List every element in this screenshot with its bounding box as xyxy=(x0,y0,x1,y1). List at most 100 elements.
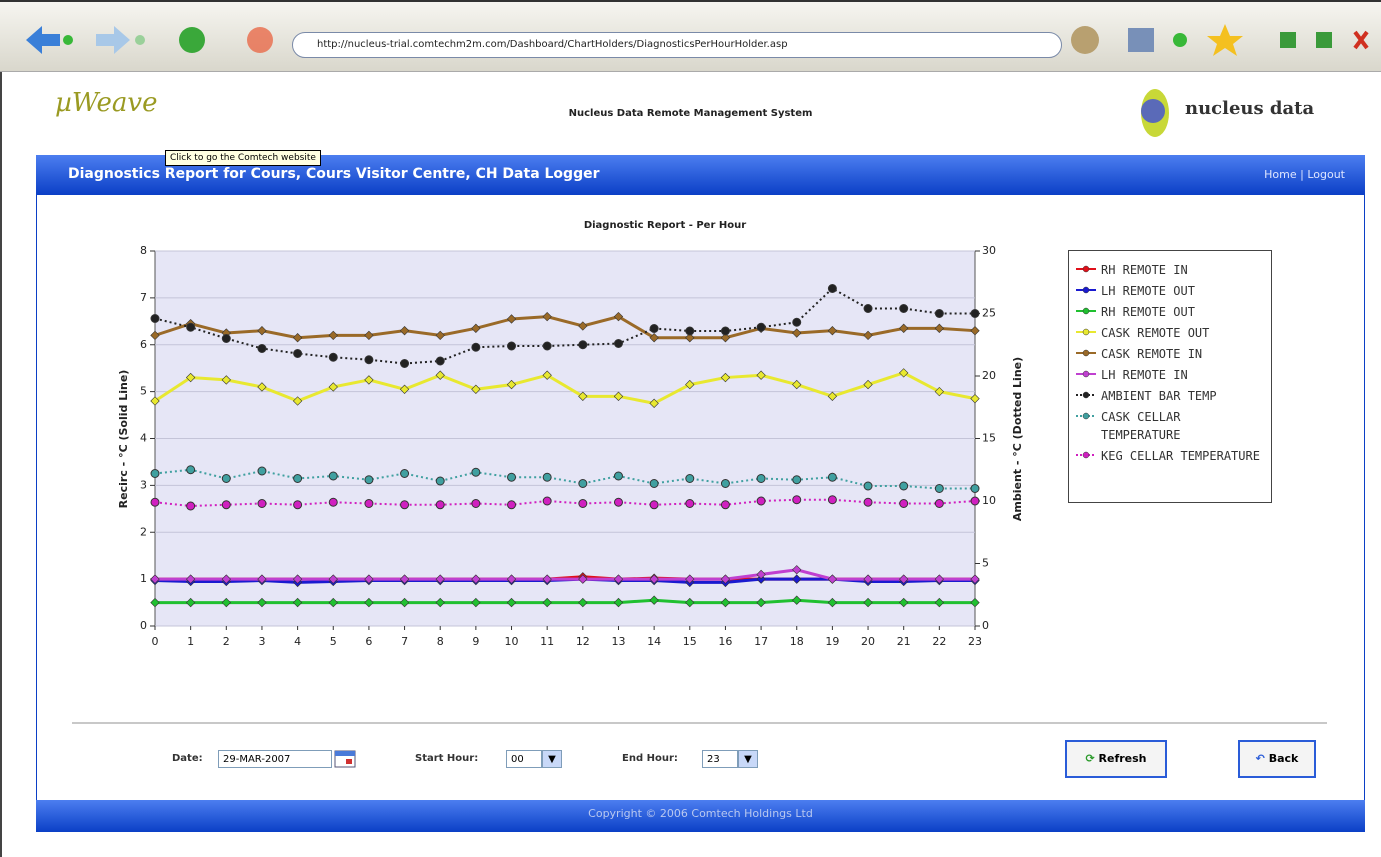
y-tick-label: 6 xyxy=(140,338,147,351)
legend-swatch xyxy=(1075,390,1097,400)
date-input[interactable]: 29-MAR-2007 xyxy=(218,750,332,768)
legend-label: LH REMOTE OUT xyxy=(1101,282,1195,300)
browser-toolbar: http://nucleus-trial.comtechm2m.com/Dash… xyxy=(0,0,1381,72)
data-point xyxy=(793,318,801,326)
y2-tick-label: 30 xyxy=(982,244,996,257)
y-tick-label: 2 xyxy=(140,525,147,538)
data-point xyxy=(686,500,694,508)
data-point xyxy=(935,500,943,508)
data-point xyxy=(329,498,337,506)
legend-marker xyxy=(1083,413,1089,419)
legend-entry: RH REMOTE OUT xyxy=(1075,303,1265,321)
nav-links: Home | Logout xyxy=(1264,168,1345,181)
legend-entry: LH REMOTE OUT xyxy=(1075,282,1265,300)
y2-axis-label: Ambient - °C (Dotted Line) xyxy=(1011,357,1024,521)
data-point xyxy=(971,310,979,318)
y-tick-label: 3 xyxy=(140,478,147,491)
data-point xyxy=(508,342,516,350)
x-tick-label: 7 xyxy=(401,635,408,648)
y-tick-label: 7 xyxy=(140,291,147,304)
dropdown-arrow[interactable]: ▼ xyxy=(542,750,562,768)
y-tick-label: 0 xyxy=(140,619,147,632)
page: http://nucleus-trial.comtechm2m.com/Dash… xyxy=(0,0,1381,857)
legend-entry: CASK CELLAR TEMPERATURE xyxy=(1075,408,1265,444)
data-point xyxy=(650,501,658,509)
data-point xyxy=(187,502,195,510)
data-point xyxy=(793,476,801,484)
data-point xyxy=(971,497,979,505)
refresh-text: Refresh xyxy=(1099,752,1147,765)
company-logo[interactable]: nucleus data xyxy=(1185,98,1314,119)
data-point xyxy=(472,468,480,476)
date-label: Date: xyxy=(172,753,203,764)
data-point xyxy=(757,323,765,331)
x-tick-label: 4 xyxy=(294,635,301,648)
legend-swatch xyxy=(1075,411,1097,421)
x-tick-label: 6 xyxy=(365,635,372,648)
data-point xyxy=(401,360,409,368)
data-point xyxy=(721,480,729,488)
x-tick-label: 8 xyxy=(437,635,444,648)
data-point xyxy=(579,341,587,349)
legend-swatch xyxy=(1075,264,1097,274)
refresh-icon: ⟳ xyxy=(1085,752,1094,765)
x-tick-label: 16 xyxy=(718,635,732,648)
x-tick-label: 14 xyxy=(647,635,661,648)
copyright: Copyright © 2006 Comtech Holdings Ltd xyxy=(588,807,813,820)
legend-swatch xyxy=(1075,348,1097,358)
back-button[interactable]: ↶ Back xyxy=(1238,740,1316,778)
data-point xyxy=(793,496,801,504)
data-point xyxy=(721,501,729,509)
data-point xyxy=(543,497,551,505)
data-point xyxy=(935,485,943,493)
x-tick-label: 15 xyxy=(683,635,697,648)
data-point xyxy=(436,501,444,509)
chart: Diagnostic Report - Per Hour Recirc - °C… xyxy=(36,195,1056,675)
data-point xyxy=(757,475,765,483)
legend-entry: CASK REMOTE IN xyxy=(1075,345,1265,363)
data-point xyxy=(436,477,444,485)
logout-link[interactable]: Logout xyxy=(1307,168,1345,181)
data-point xyxy=(365,476,373,484)
x-tick-label: 0 xyxy=(152,635,159,648)
legend-swatch xyxy=(1075,306,1097,316)
legend-label: AMBIENT BAR TEMP xyxy=(1101,387,1217,405)
legend-swatch xyxy=(1075,450,1097,460)
x-tick-label: 22 xyxy=(932,635,946,648)
data-point xyxy=(543,342,551,350)
data-point xyxy=(151,470,159,478)
address-bar[interactable]: http://nucleus-trial.comtechm2m.com/Dash… xyxy=(292,32,1062,58)
start-hour-select[interactable]: 00 xyxy=(506,750,542,768)
data-point xyxy=(258,500,266,508)
y-tick-label: 1 xyxy=(140,572,147,585)
refresh-button[interactable]: ⟳ Refresh xyxy=(1065,740,1167,778)
dropdown-arrow[interactable]: ▼ xyxy=(738,750,758,768)
legend-label: RH REMOTE OUT xyxy=(1101,303,1195,321)
start-hour-label: Start Hour: xyxy=(415,753,478,764)
separator xyxy=(72,722,1327,724)
legend-label: CASK REMOTE OUT xyxy=(1101,324,1209,342)
x-tick-label: 10 xyxy=(505,635,519,648)
data-point xyxy=(258,467,266,475)
legend-entry: RH REMOTE IN xyxy=(1075,261,1265,279)
x-tick-label: 19 xyxy=(825,635,839,648)
data-point xyxy=(222,475,230,483)
legend-marker xyxy=(1083,392,1089,398)
toolbar-icons xyxy=(1030,18,1381,62)
data-point xyxy=(222,335,230,343)
calendar-button[interactable] xyxy=(334,750,356,768)
end-hour-select[interactable]: 23 xyxy=(702,750,738,768)
y-tick-label: 8 xyxy=(140,244,147,257)
x-tick-label: 13 xyxy=(611,635,625,648)
end-hour-label: End Hour: xyxy=(622,753,678,764)
data-point xyxy=(436,357,444,365)
data-point xyxy=(828,496,836,504)
legend-marker xyxy=(1083,452,1089,458)
legend-marker xyxy=(1083,266,1089,272)
legend-label: KEG CELLAR TEMPERATURE xyxy=(1101,447,1260,465)
data-point xyxy=(828,473,836,481)
y2-tick-label: 20 xyxy=(982,369,996,382)
legend-swatch xyxy=(1075,369,1097,379)
home-link[interactable]: Home xyxy=(1264,168,1296,181)
data-point xyxy=(900,305,908,313)
